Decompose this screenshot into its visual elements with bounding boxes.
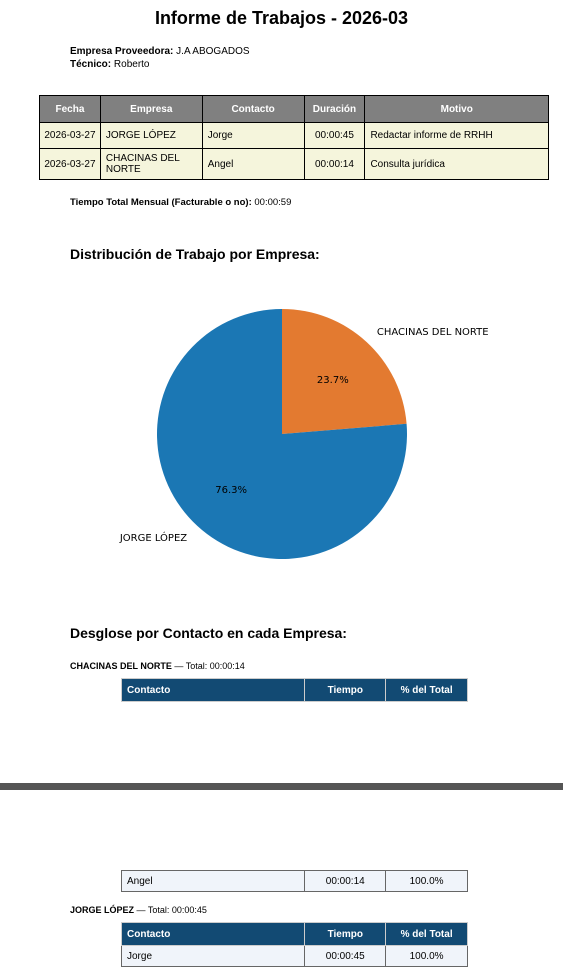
cell-porcentaje: 100.0% [385, 870, 468, 892]
cell-contacto: Angel [201, 148, 305, 180]
pie-category-label: CHACINAS DEL NORTE [377, 327, 489, 338]
col-duracion: Duración [303, 95, 366, 123]
col-porcentaje: % del Total [385, 922, 468, 946]
col-empresa: Empresa [99, 95, 203, 123]
contact-table-header-only: Contacto Tiempo % del Total [120, 678, 468, 702]
col-tiempo: Tiempo [304, 922, 387, 946]
page-break [0, 783, 563, 790]
group-company: JORGE LÓPEZ [70, 905, 135, 915]
group-title: JORGE LÓPEZ — Total: 00:00:45 [70, 905, 207, 915]
col-porcentaje: % del Total [385, 678, 468, 702]
group-total: — Total: 00:00:45 [136, 905, 207, 915]
col-tiempo: Tiempo [304, 678, 387, 702]
report-title: Informe de Trabajos - 2026-03 [154, 8, 409, 28]
table-row: Jorge 00:00:45 100.0% [120, 945, 468, 967]
cell-fecha: 2026-03-27 [39, 122, 101, 149]
cell-tiempo: 00:00:45 [304, 945, 387, 967]
cell-porcentaje: 100.0% [385, 945, 468, 967]
cell-contacto: Angel [120, 870, 306, 892]
cell-empresa: JORGE LÓPEZ [99, 122, 203, 149]
contact-table: Contacto Tiempo % del Total Jorge 00:00:… [120, 922, 468, 967]
provider-line: Empresa Proveedora: J.A ABOGADOS [70, 46, 250, 57]
cell-contacto: Jorge [120, 945, 306, 967]
cell-contacto: Jorge [201, 122, 305, 149]
jobs-table-header: Fecha Empresa Contacto Duración Motivo [39, 95, 549, 123]
total-line: Tiempo Total Mensual (Facturable o no): … [70, 197, 291, 208]
total-value: 00:00:59 [254, 197, 292, 208]
pie-value-label: 76.3% [215, 485, 247, 496]
col-fecha: Fecha [39, 95, 101, 123]
pie-value-label: 23.7% [317, 375, 349, 386]
provider-value: J.A ABOGADOS [176, 46, 250, 57]
pie-slice-0 [282, 309, 407, 434]
total-label: Tiempo Total Mensual (Facturable o no): [70, 197, 252, 208]
contact-table-header: Contacto Tiempo % del Total [120, 922, 468, 946]
technician-value: Roberto [113, 59, 150, 70]
table-row: Angel 00:00:14 100.0% [120, 870, 468, 892]
col-motivo: Motivo [364, 95, 549, 123]
col-contacto: Contacto [201, 95, 305, 123]
group-company: CHACINAS DEL NORTE [70, 661, 172, 671]
jobs-table: Fecha Empresa Contacto Duración Motivo 2… [39, 95, 549, 180]
contact-table-header: Contacto Tiempo % del Total [120, 678, 468, 702]
provider-label: Empresa Proveedora: [70, 46, 174, 57]
cell-tiempo: 00:00:14 [304, 870, 387, 892]
cell-duracion: 00:00:45 [303, 122, 366, 149]
pie-category-label: JORGE LÓPEZ [119, 531, 187, 544]
technician-label: Técnico: [70, 59, 112, 70]
cell-motivo: Consulta jurídica [364, 148, 549, 180]
cell-empresa: CHACINAS DEL NORTE [99, 148, 203, 180]
cell-duracion: 00:00:14 [303, 148, 366, 180]
table-row: 2026-03-27 CHACINAS DEL NORTE Angel 00:0… [39, 148, 549, 180]
group-total: — Total: 00:00:14 [174, 661, 245, 671]
technician-line: Técnico: Roberto [70, 59, 149, 70]
group-title: CHACINAS DEL NORTE — Total: 00:00:14 [70, 661, 245, 671]
table-row: 2026-03-27 JORGE LÓPEZ Jorge 00:00:45 Re… [39, 122, 549, 149]
cell-motivo: Redactar informe de RRHH [364, 122, 549, 149]
company-pie-chart: 23.7% CHACINAS DEL NORTE 76.3% JORGE LÓPEZ [119, 309, 489, 559]
pie-slice-1 [157, 309, 407, 559]
contact-table-rows: Angel 00:00:14 100.0% [120, 870, 468, 892]
cell-fecha: 2026-03-27 [39, 148, 101, 180]
distribution-title: Distribución de Trabajo por Empresa: [70, 246, 320, 262]
breakdown-title: Desglose por Contacto en cada Empresa: [70, 625, 347, 641]
col-contacto: Contacto [120, 678, 306, 702]
col-contacto: Contacto [120, 922, 306, 946]
